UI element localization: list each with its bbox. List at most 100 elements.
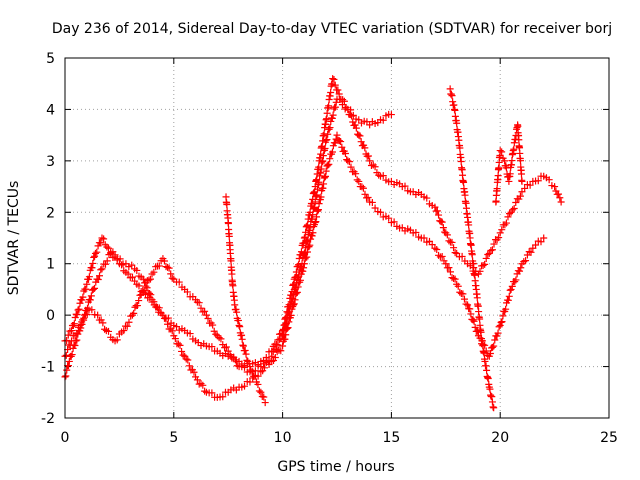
data-point bbox=[379, 116, 387, 124]
data-point bbox=[482, 254, 490, 262]
data-point bbox=[334, 86, 342, 94]
data-point bbox=[140, 287, 148, 295]
data-point bbox=[356, 132, 364, 140]
data-point bbox=[246, 378, 254, 386]
data-point bbox=[480, 349, 488, 357]
data-point bbox=[459, 290, 467, 298]
data-point bbox=[87, 292, 95, 300]
data-point bbox=[302, 223, 310, 231]
data-point bbox=[449, 98, 457, 106]
data-point bbox=[241, 363, 249, 371]
data-point bbox=[139, 275, 147, 283]
data-point bbox=[494, 172, 502, 180]
data-point bbox=[496, 321, 504, 329]
data-point bbox=[301, 255, 309, 263]
data-point bbox=[320, 174, 328, 182]
data-point bbox=[150, 268, 158, 276]
data-point bbox=[85, 273, 93, 281]
data-point bbox=[73, 336, 81, 344]
data-point bbox=[295, 255, 303, 263]
data-point bbox=[199, 381, 207, 389]
data-point bbox=[379, 172, 387, 180]
y-tick-label: 0 bbox=[46, 308, 55, 324]
data-point bbox=[329, 75, 337, 83]
data-point bbox=[368, 198, 376, 206]
data-point bbox=[98, 265, 106, 273]
plot-frame bbox=[64, 57, 610, 419]
data-point bbox=[70, 320, 78, 328]
data-point bbox=[487, 246, 495, 254]
data-point bbox=[285, 318, 293, 326]
data-point bbox=[83, 311, 91, 319]
data-point bbox=[490, 404, 498, 412]
data-point bbox=[97, 239, 105, 247]
data-point bbox=[105, 327, 113, 335]
data-point bbox=[317, 193, 325, 201]
data-point bbox=[282, 325, 290, 333]
data-point bbox=[185, 362, 193, 370]
data-point bbox=[508, 157, 516, 165]
data-point bbox=[103, 243, 111, 251]
data-point bbox=[83, 280, 91, 288]
data-point bbox=[68, 327, 76, 335]
data-point bbox=[325, 125, 333, 133]
data-point bbox=[223, 200, 231, 208]
data-point bbox=[488, 246, 496, 254]
data-point bbox=[225, 232, 233, 240]
data-point bbox=[515, 195, 523, 203]
data-point bbox=[79, 293, 87, 301]
data-point bbox=[62, 351, 70, 359]
data-point bbox=[167, 270, 175, 278]
y-axis-label: SDTVAR / TECUs bbox=[6, 181, 22, 296]
data-point bbox=[128, 273, 136, 281]
data-point bbox=[238, 331, 246, 339]
data-point bbox=[501, 221, 509, 229]
data-point bbox=[540, 234, 548, 242]
data-point bbox=[496, 229, 504, 237]
data-point bbox=[326, 155, 334, 163]
data-point bbox=[219, 393, 227, 401]
data-point bbox=[310, 204, 318, 212]
data-point bbox=[471, 323, 479, 331]
data-point bbox=[328, 114, 336, 122]
data-points bbox=[61, 75, 565, 412]
data-point bbox=[113, 336, 121, 344]
data-point bbox=[171, 335, 179, 343]
data-point bbox=[488, 398, 496, 406]
data-point bbox=[498, 148, 506, 156]
data-point bbox=[238, 335, 246, 343]
data-point bbox=[491, 336, 499, 344]
data-point bbox=[465, 221, 473, 229]
data-point bbox=[96, 272, 104, 280]
data-point bbox=[439, 224, 447, 232]
data-point bbox=[460, 178, 468, 186]
data-point bbox=[504, 213, 512, 221]
data-point bbox=[303, 238, 311, 246]
data-point bbox=[557, 198, 565, 206]
data-point bbox=[204, 315, 212, 322]
data-point bbox=[309, 205, 317, 213]
data-point bbox=[292, 290, 300, 298]
data-point bbox=[484, 375, 492, 383]
data-point bbox=[239, 341, 247, 349]
data-point bbox=[65, 357, 73, 365]
data-point bbox=[183, 288, 191, 296]
data-point bbox=[322, 136, 330, 144]
data-point bbox=[93, 248, 101, 256]
data-point bbox=[168, 274, 176, 282]
data-point bbox=[330, 75, 338, 83]
data-point bbox=[135, 282, 143, 290]
data-point bbox=[359, 184, 367, 192]
data-point bbox=[137, 291, 145, 299]
data-point bbox=[364, 193, 372, 201]
data-point bbox=[68, 337, 76, 345]
data-point bbox=[355, 131, 363, 139]
data-point bbox=[510, 204, 518, 212]
data-point bbox=[333, 131, 341, 139]
data-point bbox=[227, 257, 235, 265]
data-point bbox=[348, 112, 356, 120]
data-point bbox=[260, 364, 268, 372]
data-point bbox=[458, 252, 466, 260]
data-point bbox=[291, 296, 299, 304]
data-point bbox=[489, 403, 497, 411]
